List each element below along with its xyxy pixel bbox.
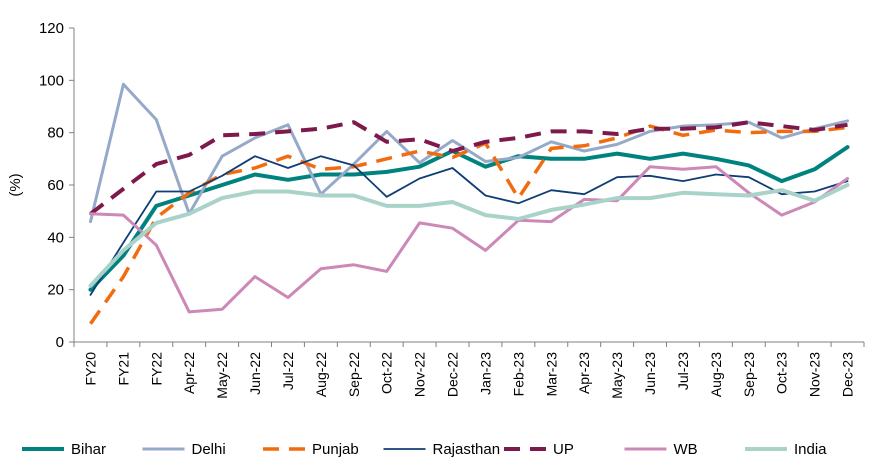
x-tick-label: Dec-22 — [445, 352, 461, 397]
y-tick-label: 120 — [39, 20, 64, 37]
x-tick-label: Jun-22 — [247, 352, 263, 395]
x-tick-label: Oct-23 — [774, 352, 790, 394]
x-tick-label: FY20 — [82, 352, 98, 386]
legend-label-rajasthan: Rajasthan — [433, 441, 501, 458]
y-tick-label: 60 — [47, 177, 64, 194]
x-tick-label: FY21 — [115, 352, 131, 386]
x-tick-label: May-23 — [609, 352, 625, 399]
x-tick-label: FY22 — [148, 352, 164, 386]
series-line-india — [88, 183, 850, 288]
x-tick-label: Nov-22 — [412, 352, 428, 397]
series-line-punjab — [89, 124, 848, 325]
legend-label-india: India — [794, 441, 827, 458]
x-tick-label: Jan-23 — [477, 352, 493, 395]
series-line-rajasthan — [89, 155, 849, 296]
x-tick-label: Dec-23 — [840, 352, 856, 397]
series-line-bihar — [88, 145, 850, 292]
x-tick-label: Nov-23 — [807, 352, 823, 397]
x-tick-label: Aug-22 — [313, 352, 329, 397]
legend: Bihar Delhi Punjab Rajasthan UP WB India — [22, 441, 827, 458]
y-axis-ticks: 0 20 40 60 80 100 120 — [39, 20, 74, 351]
x-tick-label: Apr-23 — [576, 352, 592, 394]
x-tick-label: Feb-23 — [510, 352, 526, 397]
x-tick-label: Mar-23 — [543, 352, 559, 397]
x-tick-label: Jun-23 — [642, 352, 658, 395]
y-tick-label: 80 — [47, 125, 64, 142]
series-line-up — [89, 120, 848, 216]
series-line-wb — [89, 165, 849, 314]
x-tick-label: May-22 — [214, 352, 230, 399]
x-tick-label: Oct-22 — [379, 352, 395, 394]
x-axis-ticks: FY20 FY21 FY22 Apr-22 May-22 Jun-22 Jul-22 Aug-… — [73, 342, 865, 399]
series-line-delhi — [89, 82, 849, 224]
series-lines — [88, 82, 850, 325]
x-tick-label: Jul-23 — [675, 352, 691, 390]
y-axis-label: (%) — [7, 173, 24, 196]
x-tick-label: Sep-23 — [741, 352, 757, 397]
y-tick-label: 20 — [47, 282, 64, 299]
x-tick-label: Jul-22 — [280, 352, 296, 390]
x-tick-label: Sep-22 — [346, 352, 362, 397]
legend-label-up: UP — [553, 441, 574, 458]
legend-label-wb: WB — [674, 441, 698, 458]
y-tick-label: 100 — [39, 72, 64, 89]
legend-label-delhi: Delhi — [192, 441, 226, 458]
x-tick-label: Apr-22 — [181, 352, 197, 394]
legend-label-punjab: Punjab — [312, 441, 359, 458]
x-tick-label: Aug-23 — [708, 352, 724, 397]
y-tick-label: 0 — [56, 334, 64, 351]
legend-label-bihar: Bihar — [71, 441, 106, 458]
y-tick-label: 40 — [47, 229, 64, 246]
